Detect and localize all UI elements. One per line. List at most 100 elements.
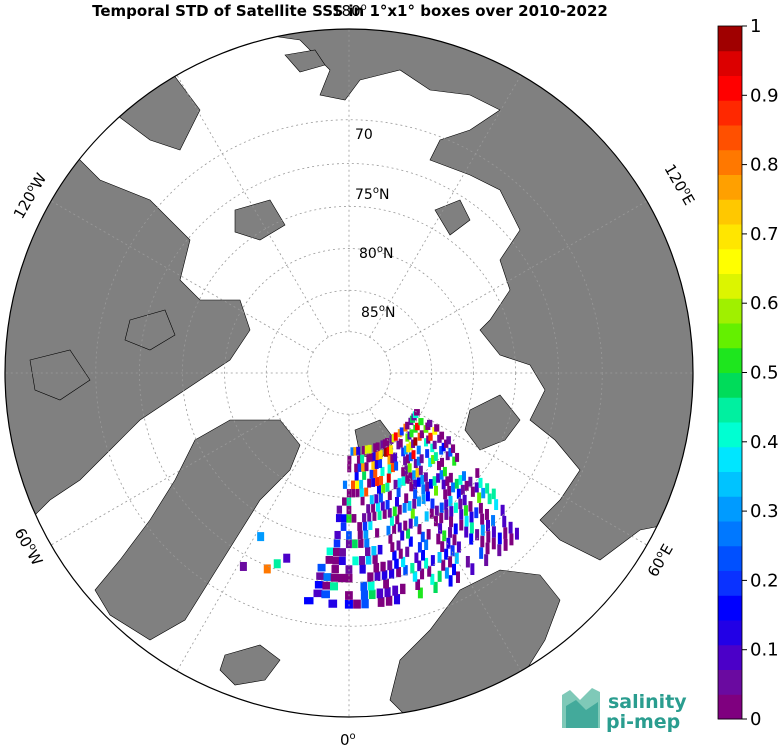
std-cell bbox=[450, 545, 455, 557]
std-cell bbox=[452, 563, 457, 576]
std-cell bbox=[469, 533, 474, 545]
std-cell bbox=[412, 470, 417, 480]
std-cell bbox=[444, 567, 449, 579]
std-cell bbox=[454, 552, 459, 564]
colorbar-ticks: 0 0.1 0.2 0.3 0.4 0.5 0.6 0.7 0.8 0.9 1 bbox=[742, 16, 779, 730]
std-cell bbox=[375, 477, 380, 487]
std-cell bbox=[362, 471, 367, 480]
std-cell bbox=[432, 476, 437, 486]
std-cell bbox=[443, 489, 448, 500]
std-cell bbox=[353, 447, 358, 456]
std-cell bbox=[375, 502, 380, 512]
std-cell bbox=[444, 499, 449, 510]
std-cell bbox=[427, 419, 433, 428]
std-cell bbox=[412, 498, 417, 509]
std-cell bbox=[480, 513, 485, 525]
salinity-pimep-logo: salinity pi-mep bbox=[562, 688, 687, 733]
std-cell bbox=[508, 521, 513, 534]
std-cell bbox=[420, 568, 425, 580]
map-boundary bbox=[4, 28, 694, 718]
std-cell bbox=[417, 587, 423, 599]
std-cell bbox=[405, 421, 410, 430]
std-cell bbox=[412, 571, 418, 582]
logo-line2: pi-mep bbox=[606, 711, 680, 733]
std-cell bbox=[420, 550, 425, 561]
lat-label-85: 85oN bbox=[361, 303, 395, 321]
std-cell bbox=[347, 463, 352, 473]
std-cell bbox=[403, 520, 408, 531]
std-cell bbox=[437, 551, 442, 563]
std-cell bbox=[377, 544, 383, 555]
std-cell bbox=[408, 518, 413, 529]
std-cell bbox=[372, 452, 377, 461]
std-cell bbox=[379, 475, 384, 486]
std-cell bbox=[451, 482, 456, 493]
std-cell bbox=[445, 476, 450, 486]
std-cell bbox=[455, 571, 460, 583]
std-cell bbox=[440, 457, 445, 467]
scandinavia-land bbox=[389, 569, 561, 717]
std-cell bbox=[445, 451, 450, 461]
std-cell bbox=[452, 534, 457, 546]
std-cell bbox=[464, 480, 469, 491]
std-cell bbox=[429, 508, 434, 519]
std-cell bbox=[497, 532, 502, 545]
std-cell bbox=[395, 514, 400, 525]
std-cell bbox=[436, 473, 441, 483]
std-cell bbox=[317, 563, 326, 572]
std-cell bbox=[394, 558, 399, 569]
colorbar-swatch bbox=[718, 422, 742, 448]
std-cell bbox=[449, 506, 454, 517]
std-cell bbox=[431, 455, 436, 465]
std-cell bbox=[421, 484, 426, 495]
lon-label-180: 180o bbox=[332, 2, 367, 20]
std-cell bbox=[382, 509, 387, 519]
std-cell bbox=[372, 511, 377, 521]
std-cell bbox=[419, 430, 424, 439]
meridian-line bbox=[176, 74, 329, 338]
std-cell bbox=[396, 487, 401, 498]
std-cell bbox=[474, 507, 479, 519]
std-cell bbox=[407, 431, 412, 440]
std-cell bbox=[364, 445, 369, 455]
lon-label-60w: 60oW bbox=[11, 525, 47, 569]
colorbar-tick-label: 0.2 bbox=[750, 570, 779, 591]
std-cell bbox=[360, 590, 369, 600]
colorbar-swatch bbox=[718, 570, 742, 596]
std-cell bbox=[388, 568, 395, 579]
std-cell bbox=[436, 533, 441, 545]
std-cell bbox=[346, 489, 352, 498]
std-cell bbox=[448, 472, 453, 483]
std-cell bbox=[357, 530, 363, 540]
std-cell bbox=[392, 550, 397, 561]
std-cell bbox=[500, 504, 505, 516]
std-cell bbox=[357, 522, 363, 531]
std-cell bbox=[502, 515, 507, 528]
colorbar-swatch bbox=[718, 323, 742, 349]
std-cell bbox=[441, 442, 446, 452]
std-cell bbox=[389, 516, 394, 526]
std-cell bbox=[401, 467, 406, 477]
colorbar-swatch bbox=[718, 224, 742, 250]
parallel-line bbox=[224, 248, 474, 498]
std-cell bbox=[424, 539, 429, 551]
std-cell bbox=[339, 548, 346, 557]
lon-label-0: 0o bbox=[340, 731, 356, 747]
std-cell bbox=[367, 512, 372, 522]
std-cell bbox=[369, 469, 374, 479]
std-cell bbox=[383, 447, 388, 457]
lat-label-75: 75oN bbox=[355, 185, 389, 203]
std-cell bbox=[393, 594, 401, 605]
std-cell bbox=[376, 588, 384, 599]
std-cell bbox=[433, 581, 438, 593]
colorbar-swatch bbox=[718, 347, 742, 373]
colorbar-swatch bbox=[718, 471, 742, 497]
std-cell bbox=[341, 514, 347, 523]
std-cell bbox=[477, 492, 482, 503]
std-cell bbox=[375, 451, 380, 461]
std-cell bbox=[414, 552, 419, 563]
std-cell bbox=[385, 500, 390, 510]
std-cell bbox=[470, 563, 475, 575]
greenland-land bbox=[94, 419, 301, 641]
std-cell bbox=[351, 514, 357, 523]
